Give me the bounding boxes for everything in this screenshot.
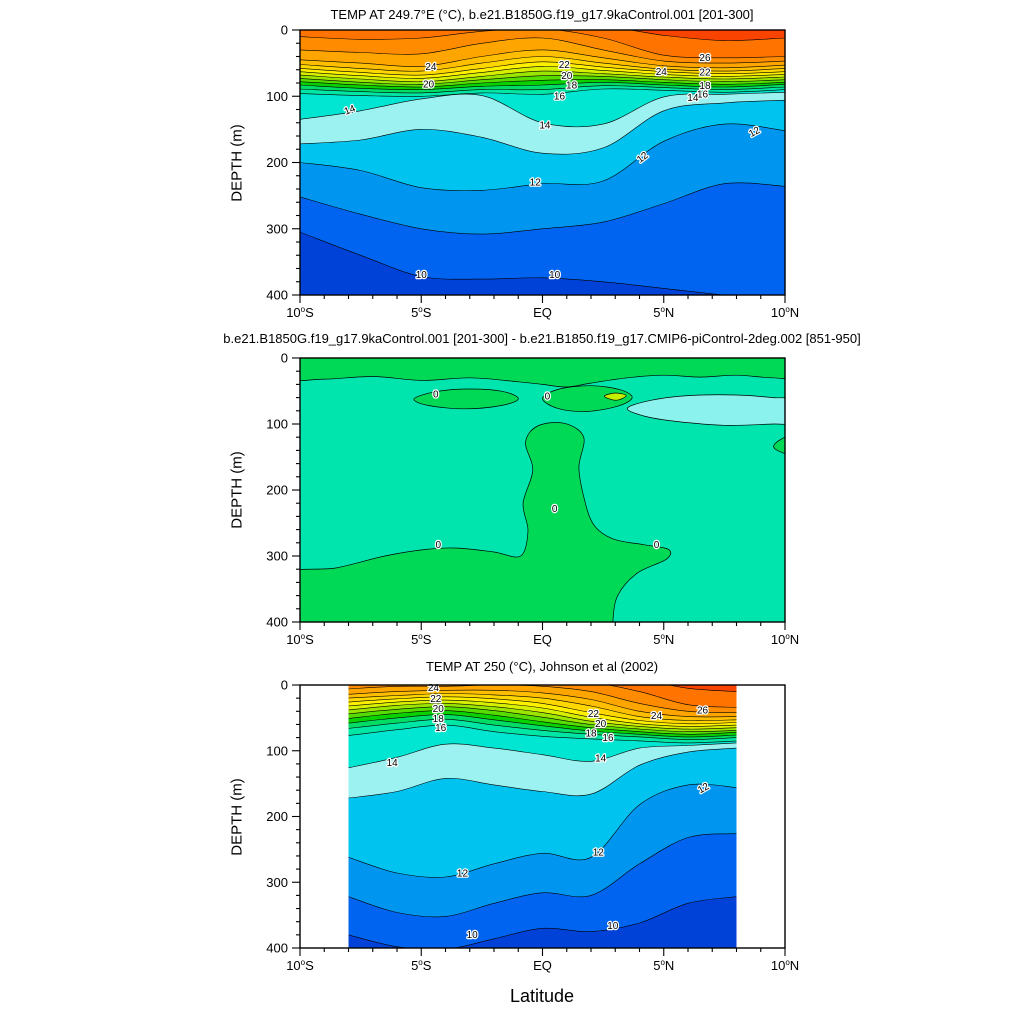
y-tick-label: 200: [266, 483, 288, 498]
y-tick-label: 0: [281, 351, 288, 366]
contour-label: 18: [699, 81, 711, 92]
panel2-region-positive-column-and-deep-south: [300, 422, 672, 622]
y-tick-label: 400: [266, 615, 288, 630]
contour-label: 12: [530, 178, 542, 189]
x-tick-label: 5oN: [653, 305, 674, 320]
contour-label: 26: [697, 705, 709, 716]
panel1-title: TEMP AT 249.7°E (°C), b.e21.B1850G.f19_g…: [330, 7, 754, 22]
panel2-x-tick-labels: 10oS 5oS EQ 5oN 10oN: [286, 632, 799, 647]
panel3-y-tick-labels: 0 100 200 300 400: [266, 678, 288, 956]
contour-label: 10: [416, 270, 428, 281]
panel2-region-negative-lens-north: [627, 394, 785, 426]
panel2-region-surface-positive-band: [300, 358, 785, 388]
panel3-y-axis-label: DEPTH (m): [228, 778, 246, 856]
contour-label: 22: [699, 68, 711, 79]
contour-label: 22: [430, 694, 442, 705]
y-tick-label: 300: [266, 875, 288, 890]
contour-label: 22: [588, 709, 600, 720]
contour-label: 10: [467, 930, 479, 941]
contour-label: 18: [433, 714, 445, 725]
y-tick-label: 0: [281, 678, 288, 693]
contour-label: 24: [425, 62, 437, 73]
panel1-y-tick-labels: 0 100 200 300 400: [266, 23, 288, 303]
y-tick-label: 100: [266, 89, 288, 104]
contour-label: 18: [566, 80, 578, 91]
contour-label: 20: [433, 704, 445, 715]
contour-label: 12: [457, 868, 469, 879]
x-tick-label: EQ: [533, 958, 552, 973]
x-tick-label: 5oS: [411, 632, 432, 647]
panel2-region-warm-sliver: [603, 392, 627, 401]
x-tick-label: 10oN: [771, 958, 799, 973]
panel2-contour-labels: 0 0 0 0 0: [432, 388, 661, 552]
contour-label: 16: [697, 90, 709, 101]
y-tick-label: 400: [266, 941, 288, 956]
contour-label: 14: [539, 121, 551, 132]
contour-label: 0: [435, 540, 441, 551]
y-tick-label: 300: [266, 549, 288, 564]
contour-label: 20: [595, 719, 607, 730]
contour-label: 10: [607, 921, 619, 932]
panel1-ticks: [292, 29, 786, 303]
panel2-ticks: [292, 357, 786, 630]
x-tick-label: 5oS: [411, 305, 432, 320]
contour-label: 18: [585, 728, 597, 739]
contour-label: 10: [549, 270, 561, 281]
contour-label: 12: [593, 847, 605, 858]
x-tick-label: 10oS: [286, 958, 314, 973]
y-tick-label: 400: [266, 288, 288, 303]
contour-label: 0: [552, 504, 558, 515]
panel1-y-axis-label: DEPTH (m): [228, 124, 246, 202]
y-tick-label: 100: [266, 743, 288, 758]
panel1-field: [300, 30, 785, 295]
panel2-region-positive-blob-south: [413, 388, 519, 410]
x-tick-label: 10oS: [286, 632, 314, 647]
contour-label: 14: [687, 93, 699, 104]
contour-label: 16: [554, 92, 566, 103]
x-tick-label: 5oN: [653, 632, 674, 647]
contour-label: 24: [656, 67, 668, 78]
panel1-x-tick-labels: 10oS 5oS EQ 5oN 10oN: [286, 305, 799, 320]
contour-label: 20: [561, 71, 573, 82]
contour-label: 0: [545, 392, 551, 403]
panel2-title: b.e21.B1850G.f19_g17.9kaControl.001 [201…: [223, 331, 861, 346]
panel3-field: [348, 685, 737, 948]
panel2-field: [300, 358, 785, 622]
y-tick-label: 200: [266, 809, 288, 824]
contour-label: 26: [699, 53, 711, 64]
panel3-title: TEMP AT 250 (°C), Johnson et al (2002): [425, 659, 659, 674]
panel2-y-tick-labels: 0 100 200 300 400: [266, 351, 288, 630]
contour-label: 22: [559, 60, 571, 71]
contour-label: 16: [435, 723, 447, 734]
contour-label: 24: [651, 711, 663, 722]
panel3-ticks: [292, 684, 786, 956]
contour-label: 14: [595, 753, 607, 764]
x-tick-label: 10oN: [771, 632, 799, 647]
contour-label: 20: [423, 80, 435, 91]
panel3-x-tick-labels: 10oS 5oS EQ 5oN 10oN: [286, 958, 799, 973]
panel2-region-positive-blob-equator: [542, 385, 633, 412]
y-tick-label: 100: [266, 417, 288, 432]
x-tick-label: 10oS: [286, 305, 314, 320]
x-tick-label: 5oS: [411, 958, 432, 973]
contour-label: 0: [654, 540, 660, 551]
x-axis-label: Latitude: [509, 986, 575, 1006]
x-tick-label: EQ: [533, 305, 552, 320]
contour-label: 0: [433, 390, 439, 401]
y-tick-label: 0: [281, 23, 288, 38]
x-tick-label: 5oN: [653, 958, 674, 973]
y-tick-label: 200: [266, 155, 288, 170]
contour-label: 16: [602, 733, 614, 744]
y-tick-label: 300: [266, 221, 288, 236]
panel2-y-axis-label: DEPTH (m): [228, 451, 246, 529]
panel2-region-positive-sliver-east-edge: [773, 436, 785, 454]
contour-label: 14: [387, 758, 399, 769]
x-tick-label: 10oN: [771, 305, 799, 320]
x-tick-label: EQ: [533, 632, 552, 647]
